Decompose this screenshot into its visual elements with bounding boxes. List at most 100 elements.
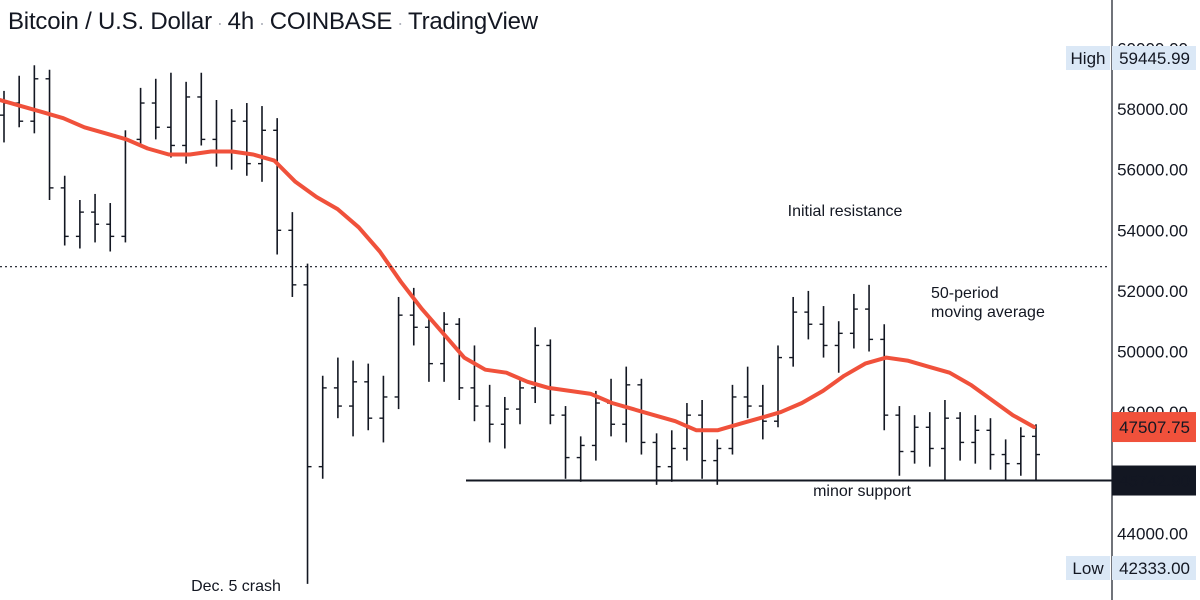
ohlc-bar <box>819 306 828 358</box>
ohlc-bar <box>212 100 221 167</box>
ohlc-bar <box>561 406 570 479</box>
ohlc-bar <box>940 400 949 481</box>
header-separator-dot: · <box>216 13 223 33</box>
last-price-label-text: 45742.90 <box>1119 472 1190 491</box>
ohlc-bar <box>834 321 843 373</box>
header-separator-dot: · <box>258 13 265 33</box>
ohlc-bar <box>91 193 100 243</box>
ohlc-bar <box>500 396 509 449</box>
resistance-annotation: Initial resistance <box>788 203 903 220</box>
ohlc-bar <box>895 406 904 476</box>
ohlc-bars <box>0 65 1040 584</box>
ohlc-bar <box>910 415 919 464</box>
ohlc-bar <box>865 284 874 352</box>
high-price-label-text: 59445.99 <box>1119 49 1190 68</box>
exchange-label: COINBASE <box>269 8 393 35</box>
low-price-label-text: 42333.00 <box>1119 559 1190 578</box>
ohlc-bar <box>333 357 342 419</box>
ohlc-bar <box>349 360 358 437</box>
ohlc-bar <box>804 290 813 340</box>
chart-header: Bitcoin / U.S. Dollar · 4h · COINBASE · Tradin… <box>8 8 538 36</box>
ohlc-bar <box>849 293 858 349</box>
ohlc-bar <box>698 400 707 479</box>
ohlc-bar <box>652 433 661 485</box>
ohlc-bar <box>622 366 631 443</box>
high-tag-text: High <box>1071 49 1106 68</box>
low-price-label: 42333.00 <box>1112 556 1196 580</box>
ohlc-bar <box>682 403 691 461</box>
high-price-label: 59445.99 <box>1112 46 1196 70</box>
ohlc-bar <box>182 81 191 164</box>
interval-label[interactable]: 4h <box>227 8 254 35</box>
ma-annotation-line2: moving average <box>931 304 1045 321</box>
low-tag: Low <box>1066 556 1110 580</box>
ohlc-bar <box>273 118 282 255</box>
symbol-name[interactable]: Bitcoin / U.S. Dollar <box>8 8 212 35</box>
ohlc-bar <box>151 78 160 140</box>
ohlc-bar <box>166 72 175 158</box>
ma-price-label-text: 47507.75 <box>1119 418 1190 437</box>
ohlc-bar <box>971 415 980 464</box>
moving-average <box>0 98 1036 433</box>
ohlc-bar <box>364 363 373 431</box>
ohlc-bar <box>925 412 934 467</box>
price-axis[interactable]: 60000.0058000.0056000.0054000.0052000.00… <box>1111 0 1188 600</box>
ohlc-bar <box>713 439 722 485</box>
ohlc-bar <box>986 418 995 470</box>
ohlc-bar <box>485 384 494 443</box>
ohlc-bar <box>531 327 540 404</box>
ohlc-bar <box>60 175 69 246</box>
price-tick-label: 56000.00 <box>1117 161 1188 180</box>
ohlc-bar <box>667 430 676 482</box>
ohlc-bar <box>576 436 585 482</box>
high-tag-bg <box>1066 46 1110 70</box>
ohlc-bar <box>758 384 767 440</box>
low-tag-text: Low <box>1072 559 1104 578</box>
ohlc-bar <box>470 345 479 422</box>
ohlc-bar <box>303 263 312 584</box>
price-tick-label: 44000.00 <box>1117 524 1188 543</box>
ohlc-bar <box>15 75 24 128</box>
ohlc-bar <box>227 109 236 170</box>
ohlc-bar <box>258 106 266 182</box>
price-tick-label: 50000.00 <box>1117 343 1188 362</box>
ohlc-bar <box>591 390 600 461</box>
ohlc-bar <box>743 366 752 419</box>
price-tick-label: 54000.00 <box>1117 221 1188 240</box>
level-lines <box>0 266 1112 482</box>
high-price-label-bg <box>1112 46 1196 70</box>
ohlc-bar <box>394 296 403 410</box>
ohlc-bar <box>242 103 251 176</box>
ohlc-bar <box>318 375 327 479</box>
ohlc-bar <box>136 87 145 146</box>
price-tick-label: 58000.00 <box>1117 100 1188 119</box>
support-annotation: minor support <box>813 483 911 500</box>
ohlc-bar <box>455 318 464 400</box>
last-price-label: 45742.90 <box>1112 465 1196 496</box>
low-price-label-bg <box>1112 556 1196 580</box>
low-tag-bg <box>1066 556 1110 580</box>
ohlc-bar <box>106 203 115 252</box>
ohlc-bar <box>75 200 84 249</box>
ohlc-bar <box>880 324 889 431</box>
ma-price-label-bg <box>1112 412 1196 443</box>
ohlc-bar <box>440 312 449 382</box>
last-price-label-bg <box>1112 465 1196 496</box>
ohlc-bar <box>607 378 616 437</box>
high-tag: High <box>1066 46 1110 70</box>
ohlc-bar <box>728 384 737 455</box>
annotations: Initial resistance minor support 50-period… <box>191 203 1045 595</box>
ohlc-bar <box>789 296 798 367</box>
moving-average-line <box>0 98 1036 433</box>
ohlc-bar <box>197 72 206 146</box>
ohlc-bar <box>121 130 130 243</box>
ma-annotation-line1: 50-period <box>931 285 999 302</box>
ma-price-label: 47507.75 <box>1112 412 1196 443</box>
ohlc-bar <box>30 65 39 134</box>
ohlc-bar <box>546 339 555 425</box>
price-labels: High 59445.99 Low 42333.00 47507.75 45742.90 <box>1066 46 1196 580</box>
ohlc-bar <box>1001 439 1010 481</box>
ohlc-bar <box>956 412 965 461</box>
ohlc-bar <box>1016 427 1025 476</box>
